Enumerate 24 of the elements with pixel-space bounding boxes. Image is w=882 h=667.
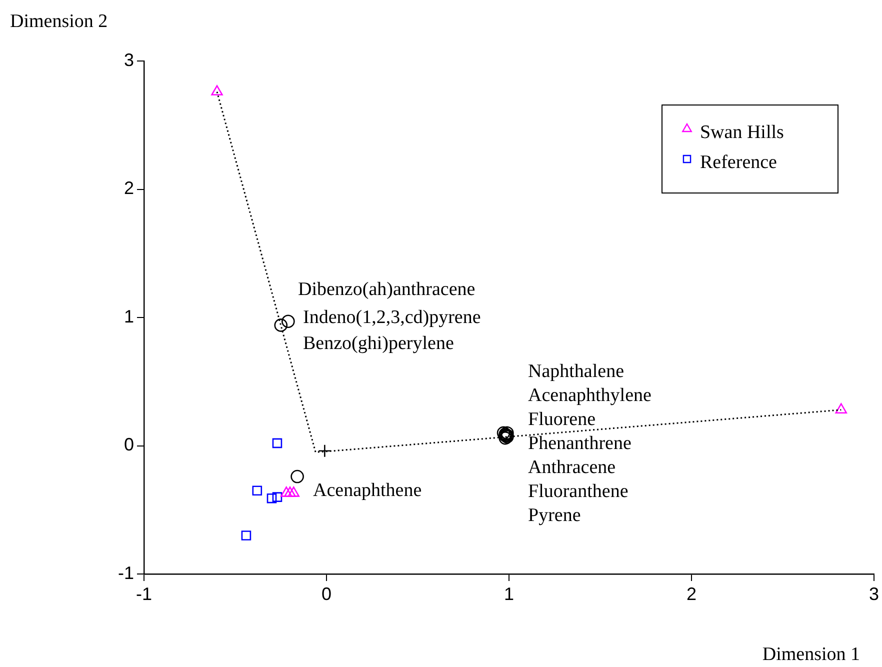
- annotation: Benzo(ghi)perylene: [303, 332, 454, 354]
- annotation: Acenaphthene: [313, 480, 422, 501]
- annotation: Anthracene: [528, 456, 616, 478]
- annotation: Fluoranthene: [528, 480, 628, 502]
- x-tick-label: 1: [504, 584, 514, 604]
- annotation: Indeno(1,2,3,cd)pyrene: [303, 306, 481, 328]
- annotation: Fluorene: [528, 408, 596, 430]
- annotation: Dibenzo(ah)anthracene: [298, 278, 476, 300]
- x-tick-label: 2: [686, 584, 697, 604]
- x-tick-label: 0: [321, 584, 332, 604]
- annotation: Acenaphthylene: [528, 384, 652, 406]
- x-axis-title: Dimension 1: [762, 644, 860, 665]
- y-tick-label: 3: [124, 50, 134, 70]
- y-tick-label: 2: [124, 178, 134, 198]
- y-tick-label: 0: [124, 434, 134, 455]
- legend-label: Swan Hills: [700, 122, 784, 143]
- annotation: Naphthalene: [528, 360, 624, 382]
- y-tick-label: 1: [124, 306, 134, 326]
- y-axis-title: Dimension 2: [10, 10, 108, 32]
- x-tick-label: 3: [868, 584, 879, 604]
- annotation: Pyrene: [528, 504, 581, 526]
- annotation: Phenanthrene: [528, 432, 632, 454]
- legend-label: Reference: [700, 152, 777, 173]
- y-tick-label: -1: [118, 562, 134, 583]
